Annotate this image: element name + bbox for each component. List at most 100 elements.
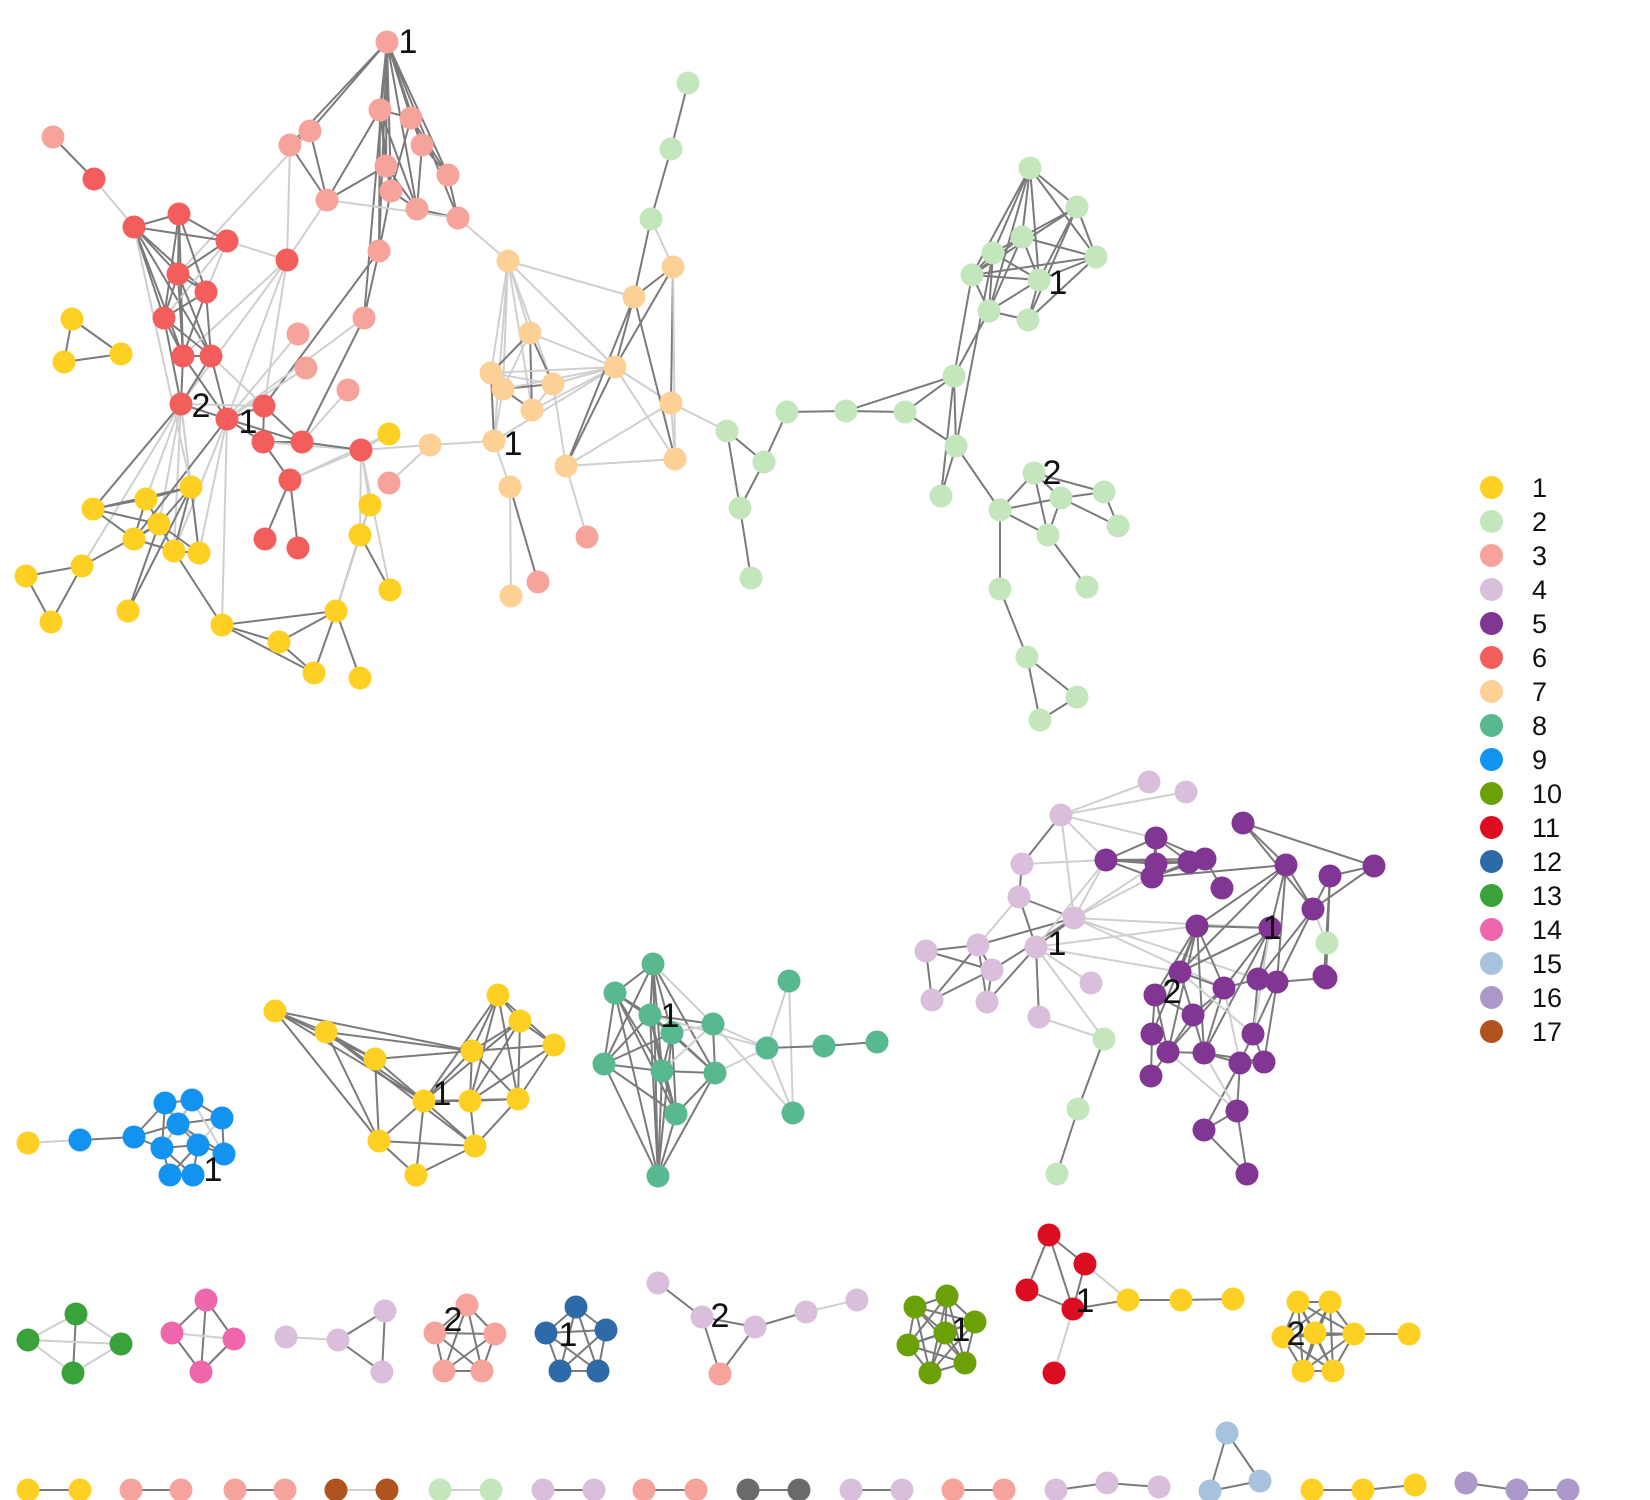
edge xyxy=(326,109,381,201)
edge xyxy=(712,1023,794,1114)
edge xyxy=(1027,256,1097,321)
node xyxy=(941,1478,965,1500)
node xyxy=(701,1012,725,1036)
node xyxy=(708,1362,732,1386)
node xyxy=(470,1359,494,1383)
node xyxy=(491,377,515,401)
edge xyxy=(1325,875,1331,979)
node xyxy=(890,1478,914,1500)
legend-item: 9 xyxy=(1480,743,1600,777)
legend-swatch xyxy=(1480,714,1503,737)
edge xyxy=(652,963,714,1025)
edge xyxy=(1021,236,1097,258)
node xyxy=(592,1052,616,1076)
legend-item: 6 xyxy=(1480,641,1600,675)
edge xyxy=(1203,927,1271,1054)
edge xyxy=(614,992,663,1072)
edge xyxy=(1179,971,1254,1035)
node xyxy=(641,952,665,976)
node xyxy=(1094,848,1118,872)
node xyxy=(1174,780,1198,804)
edge xyxy=(565,296,635,467)
node xyxy=(460,1039,484,1063)
node xyxy=(1177,850,1201,874)
node xyxy=(210,613,234,637)
node xyxy=(223,1478,247,1500)
node xyxy=(432,1359,456,1383)
edge xyxy=(652,963,716,1074)
node xyxy=(564,1295,588,1319)
node xyxy=(1044,1478,1068,1500)
node xyxy=(336,378,360,402)
node xyxy=(119,1478,143,1500)
cluster-label: 1 xyxy=(239,403,258,441)
edge xyxy=(286,199,328,261)
node xyxy=(1042,1361,1066,1385)
edge xyxy=(180,403,265,407)
legend-swatch xyxy=(1480,986,1503,1009)
node xyxy=(676,71,700,95)
edge xyxy=(603,992,616,1065)
edge xyxy=(379,109,418,210)
node xyxy=(1106,514,1130,538)
cluster-label: 1 xyxy=(559,1316,578,1354)
edge xyxy=(493,366,616,442)
node xyxy=(1291,1359,1315,1383)
node xyxy=(1212,976,1236,1000)
edge xyxy=(1329,1301,1334,1372)
edge xyxy=(517,1020,521,1100)
edge xyxy=(1035,946,1040,1018)
node xyxy=(977,299,1001,323)
legend-item: 4 xyxy=(1480,573,1600,607)
edge xyxy=(359,449,362,536)
node xyxy=(373,1299,397,1323)
node xyxy=(1301,897,1325,921)
node xyxy=(109,1332,133,1356)
legend-swatch xyxy=(1480,748,1503,771)
edge xyxy=(992,167,1031,254)
legend-item: 15 xyxy=(1480,947,1600,981)
edge xyxy=(289,433,390,481)
edge xyxy=(977,917,1075,946)
edge xyxy=(469,994,499,1102)
cluster-label: 1 xyxy=(952,1311,971,1349)
node xyxy=(169,1478,193,1500)
node xyxy=(992,1478,1016,1500)
edge xyxy=(1167,1051,1238,1112)
node xyxy=(638,1003,662,1027)
cluster-label: 1 xyxy=(399,23,418,61)
node xyxy=(166,262,190,286)
node xyxy=(1403,1473,1427,1497)
node xyxy=(988,577,1012,601)
edge xyxy=(1073,917,1259,980)
node xyxy=(980,958,1004,982)
node xyxy=(781,1101,805,1125)
cluster-label: 1 xyxy=(1076,1282,1095,1320)
legend-label: 13 xyxy=(1532,881,1563,911)
edge xyxy=(1073,876,1153,919)
node xyxy=(1221,1287,1245,1311)
edge xyxy=(1276,908,1314,983)
node xyxy=(302,661,326,685)
node xyxy=(752,450,776,474)
node xyxy=(1061,1297,1085,1321)
edge xyxy=(325,1031,476,1147)
node xyxy=(966,933,990,957)
node xyxy=(181,1163,205,1187)
edge xyxy=(971,256,1097,276)
node xyxy=(1169,1288,1193,1312)
edge xyxy=(614,296,635,368)
node xyxy=(1556,1478,1580,1500)
node xyxy=(14,564,38,588)
node xyxy=(777,969,801,993)
node xyxy=(167,202,191,226)
node xyxy=(703,1061,727,1085)
edge xyxy=(1029,167,1097,258)
node xyxy=(650,1059,674,1083)
node xyxy=(975,990,999,1014)
node xyxy=(1045,1162,1069,1186)
node xyxy=(542,1033,566,1057)
node xyxy=(61,1361,85,1385)
node xyxy=(70,554,94,578)
